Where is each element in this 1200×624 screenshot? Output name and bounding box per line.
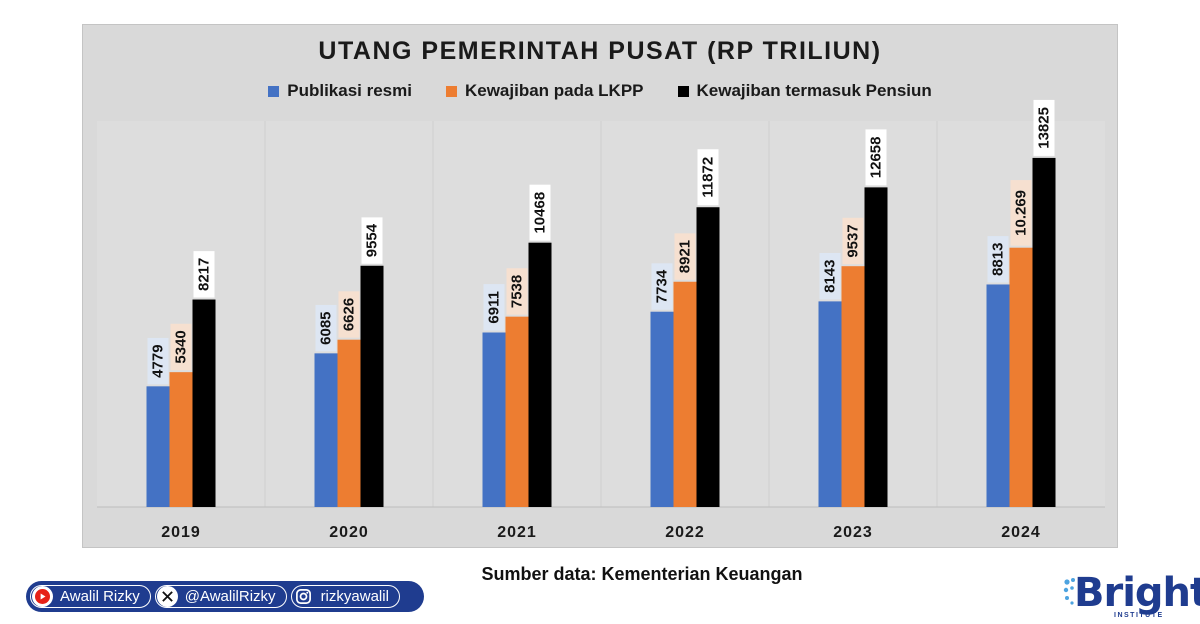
brand-subtitle: INSTITUTE (1114, 612, 1164, 619)
instagram-pill[interactable]: rizkyawalil (291, 585, 400, 608)
bar (819, 301, 842, 507)
data-label: 9537 (845, 224, 862, 257)
bar (865, 187, 888, 507)
social-bar: Awalil Rizky @AwalilRizky rizkyawalil (26, 581, 424, 612)
data-label: 9554 (364, 223, 381, 257)
bar (842, 266, 865, 507)
bright-institute-logo: Bright INSTITUTE (1062, 574, 1190, 620)
bar (529, 243, 552, 507)
data-label: 7538 (509, 275, 526, 308)
bar (147, 386, 170, 507)
youtube-handle: Awalil Rizky (60, 588, 140, 605)
bar (315, 353, 338, 507)
bar-chart-plot: 4779 5340 8217 2019 6085 6626 9554 2020 6911 7538… (83, 25, 1119, 549)
data-label: 10.269 (1013, 190, 1030, 236)
x-tick-label: 2022 (665, 524, 705, 541)
x-tick-label: 2021 (497, 524, 537, 541)
data-label: 6911 (486, 291, 503, 324)
bar (361, 266, 384, 507)
data-label: 5340 (173, 330, 190, 363)
data-label: 6626 (341, 298, 358, 331)
data-label: 7734 (654, 269, 671, 303)
data-label: 8217 (196, 258, 213, 291)
data-label: 13825 (1036, 107, 1053, 149)
x-tick-label: 2024 (1001, 524, 1041, 541)
x-tick-label: 2019 (161, 524, 201, 541)
data-label: 12658 (868, 137, 885, 179)
x-pill[interactable]: @AwalilRizky (155, 585, 287, 608)
instagram-icon (293, 586, 314, 607)
x-handle: @AwalilRizky (185, 588, 276, 605)
bar (697, 207, 720, 507)
x-icon (157, 586, 178, 607)
youtube-pill[interactable]: Awalil Rizky (30, 585, 151, 608)
bar (170, 372, 193, 507)
data-label: 8143 (822, 260, 839, 293)
data-label: 8813 (990, 243, 1007, 276)
brand-name: Bright (1074, 570, 1200, 616)
bar (506, 317, 529, 507)
chart-panel: UTANG PEMERINTAH PUSAT (RP TRILIUN) Publ… (82, 24, 1118, 548)
bar (338, 340, 361, 507)
bar (651, 312, 674, 507)
bar (987, 284, 1010, 507)
bar (193, 300, 216, 507)
bar (1010, 248, 1033, 507)
x-tick-label: 2020 (329, 524, 369, 541)
data-label: 4779 (150, 344, 167, 377)
data-label: 8921 (677, 240, 694, 273)
youtube-icon (32, 586, 53, 607)
data-label: 11872 (700, 157, 717, 198)
bar (1033, 158, 1056, 507)
bar (483, 332, 506, 507)
bar (674, 282, 697, 507)
x-tick-label: 2023 (833, 524, 873, 541)
data-label: 6085 (318, 311, 335, 344)
data-label: 10468 (532, 192, 549, 234)
instagram-handle: rizkyawalil (321, 588, 389, 605)
